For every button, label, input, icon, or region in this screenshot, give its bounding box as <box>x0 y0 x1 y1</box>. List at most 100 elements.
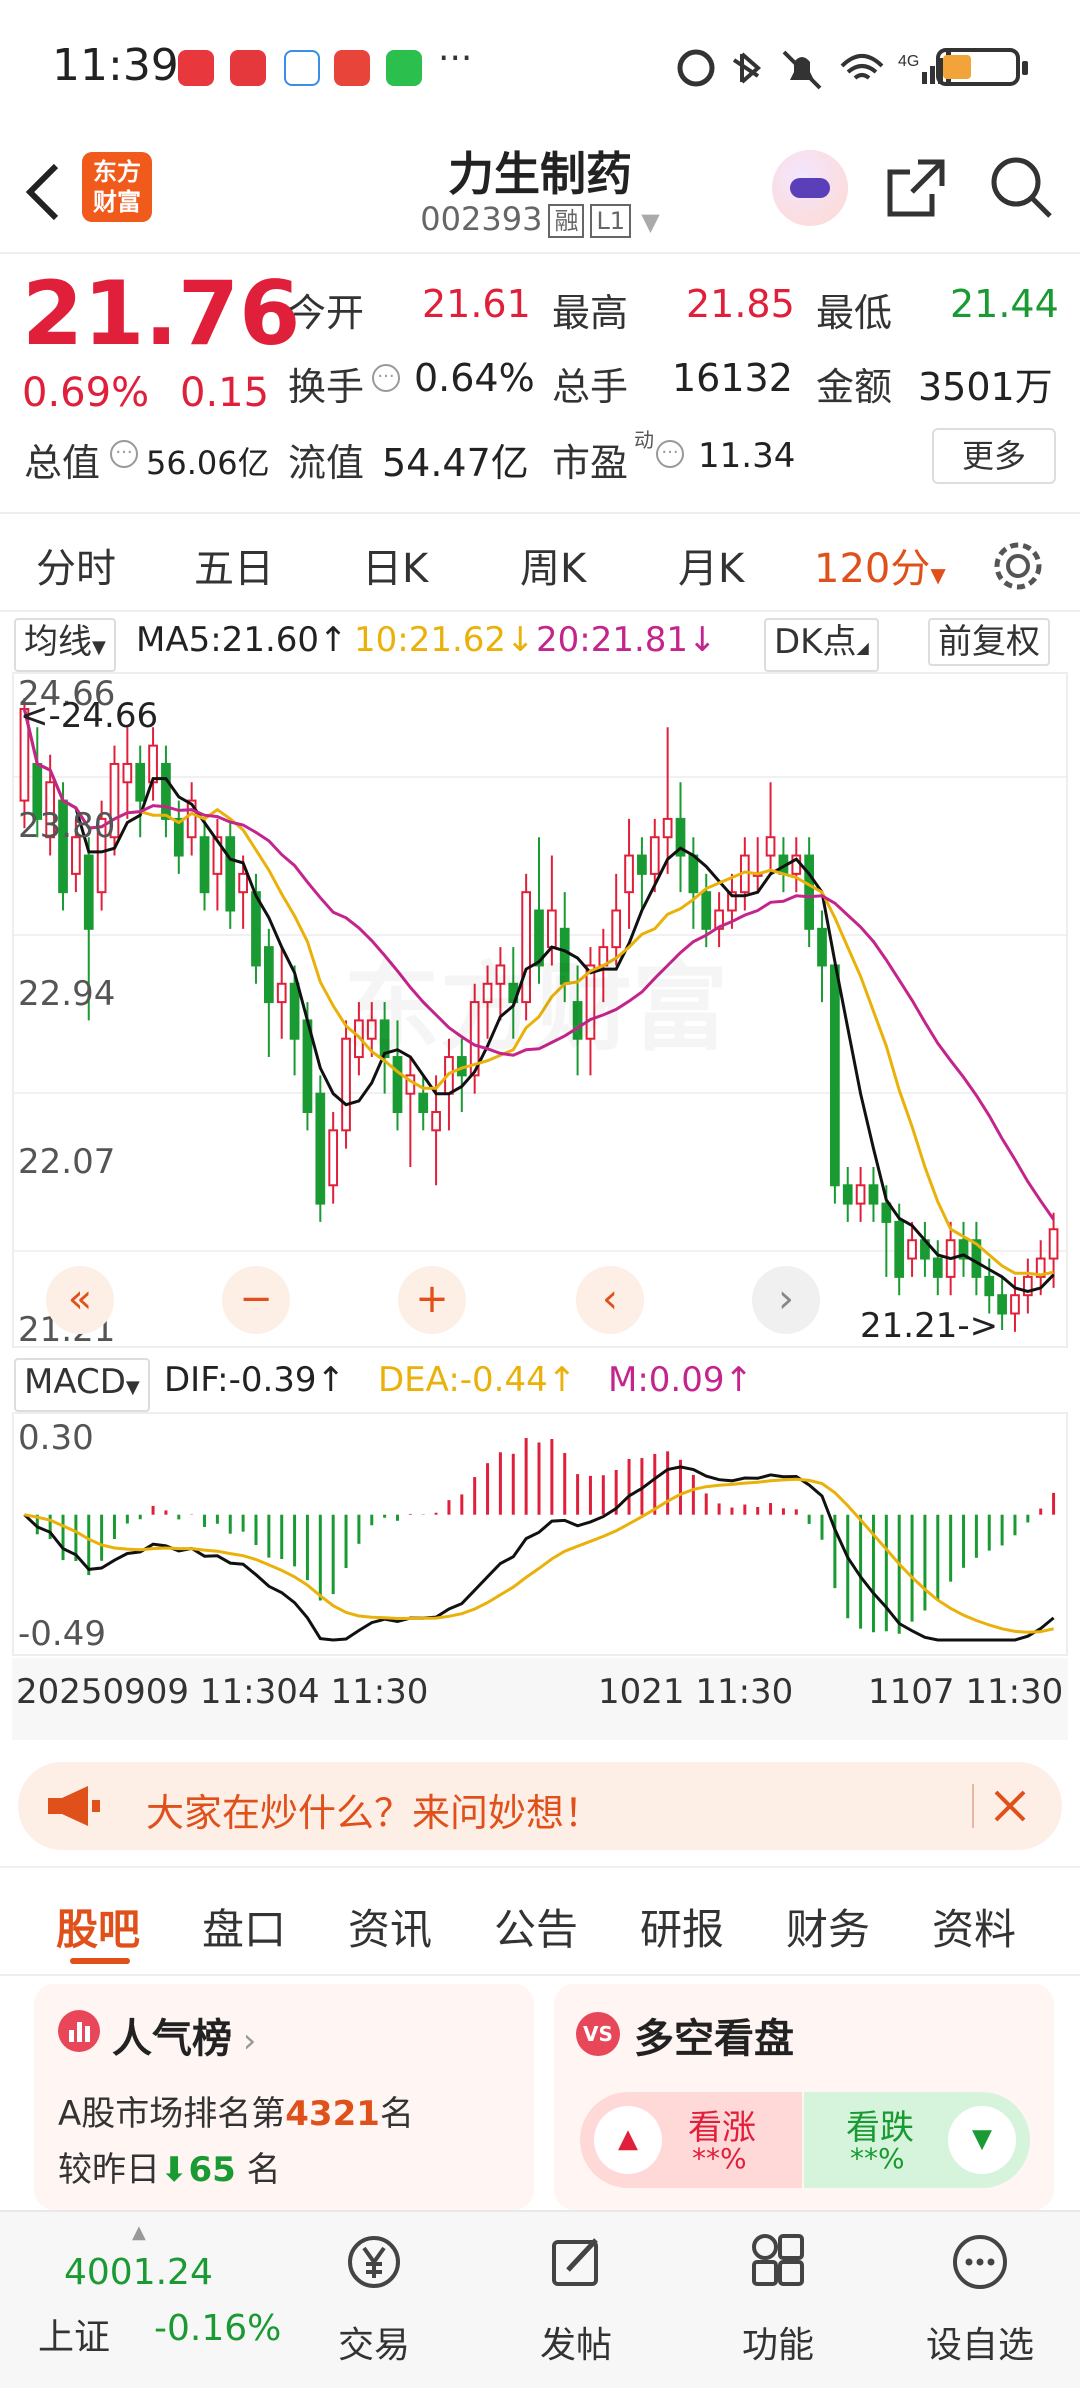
popularity-card[interactable]: 人气榜 › A股市场排名第4321名 较昨日⬇65 名 <box>34 1984 534 2210</box>
turnover-value: 0.64% <box>414 356 535 400</box>
zoom-out-button[interactable]: − <box>222 1266 290 1334</box>
candle-body <box>276 982 287 1004</box>
bluetooth-icon <box>732 52 762 84</box>
ma10-line <box>22 708 1054 1277</box>
index-value[interactable]: 4001.24 <box>64 2252 213 2293</box>
candle-body <box>534 909 544 967</box>
dropdown-icon: ▼ <box>125 1377 140 1398</box>
macd-chart[interactable]: 0.30 -0.49 <box>12 1412 1068 1656</box>
tab-monthly-k[interactable]: 月K <box>678 546 745 592</box>
dk-point-button[interactable]: DK点◢ <box>764 618 879 672</box>
ai-assistant-icon[interactable] <box>772 150 848 226</box>
tab-daily-k[interactable]: 日K <box>362 546 429 592</box>
candle-body <box>1048 1228 1059 1260</box>
bear-button[interactable]: 看跌 **% ▼ <box>804 2092 1030 2188</box>
candle-body <box>71 836 81 875</box>
candlestick-svg <box>14 698 1066 1332</box>
search-icon[interactable] <box>988 154 1056 222</box>
chevron-down-icon: ▼ <box>641 208 660 236</box>
candle-body <box>96 817 107 894</box>
candle-body <box>637 854 647 875</box>
tab-finance[interactable]: 财务 <box>786 1905 871 1954</box>
y-tick: 23.80 <box>18 806 116 846</box>
banner-text: 大家在炒什么？来问妙想！ <box>146 1791 603 1835</box>
candle-body <box>572 1001 583 1040</box>
more-button[interactable]: 更多 <box>932 428 1056 484</box>
yen-icon <box>348 2236 400 2288</box>
mktcap-label: 总值 <box>24 441 101 485</box>
candle-body <box>1035 1257 1046 1278</box>
candle-body <box>1010 1294 1020 1315</box>
x-tick: 20250909 11:30 <box>16 1672 298 1712</box>
ma-select[interactable]: 均线▼ <box>14 618 116 672</box>
info-icon[interactable]: ··· <box>110 440 138 468</box>
candle-body <box>521 891 531 1004</box>
candle-body <box>701 891 712 930</box>
x-axis: 20250909 11:30 4 11:30 1021 11:30 1107 1… <box>12 1658 1068 1740</box>
candle-body <box>817 927 827 967</box>
pan-right-button[interactable]: › <box>752 1266 820 1334</box>
stock-code-row[interactable]: 002393 融 L1 ▼ <box>0 200 1080 238</box>
dif-line <box>23 1465 1055 1642</box>
macd-y-tick: -0.49 <box>18 1614 106 1654</box>
change-amount: 0.15 <box>180 370 270 416</box>
pan-left-button[interactable]: ‹ <box>576 1266 644 1334</box>
candle-body <box>135 762 146 802</box>
tab-news[interactable]: 资讯 <box>348 1905 433 1954</box>
low-value: 21.44 <box>950 282 1059 326</box>
share-icon[interactable] <box>882 154 950 222</box>
candle-body <box>173 817 184 857</box>
candle-body <box>624 854 634 894</box>
tab-forum[interactable]: 股吧 <box>56 1905 141 1954</box>
macd-select[interactable]: MACD▼ <box>14 1358 150 1412</box>
change-percent: 0.69% <box>22 370 150 416</box>
candle-body <box>958 1239 969 1260</box>
sentiment-card[interactable]: VS 多空看盘 ▲ 看涨 **% 看跌 **% ▼ <box>554 1984 1054 2210</box>
candle-body <box>392 1056 403 1114</box>
turnover-label: 换手 <box>288 365 365 409</box>
level-tag: L1 <box>590 204 632 238</box>
candle-body <box>315 1092 326 1205</box>
candle-body <box>842 1184 853 1205</box>
adjust-button[interactable]: 前复权 <box>928 618 1050 666</box>
macd-y-tick: 0.30 <box>18 1418 94 1458</box>
eastmoney-logo[interactable]: 东方 财富 <box>82 152 152 222</box>
index-change: -0.16% <box>154 2308 282 2349</box>
more-notifications-icon: ··· <box>438 38 473 79</box>
tab-profile[interactable]: 资料 <box>932 1905 1017 1954</box>
tab-intraday[interactable]: 分时 <box>36 546 116 592</box>
tab-120min[interactable]: 120分▼ <box>814 546 946 592</box>
stock-header: 东方 财富 力生制药 002393 融 L1 ▼ <box>0 130 1080 254</box>
dea-legend: DEA:-0.44↑ <box>378 1360 577 1400</box>
jump-start-button[interactable]: « <box>46 1266 114 1334</box>
kline-period-tabs: 分时 五日 日K 周K 月K 120分▼ <box>0 512 1080 612</box>
tab-research[interactable]: 研报 <box>640 1905 725 1954</box>
tab-announcements[interactable]: 公告 <box>494 1905 579 1954</box>
gear-icon[interactable] <box>990 538 1046 594</box>
stock-code: 002393 <box>420 200 543 238</box>
macd-svg <box>23 1438 1056 1642</box>
tab-weekly-k[interactable]: 周K <box>520 546 587 592</box>
back-icon[interactable] <box>22 160 62 224</box>
zoom-in-button[interactable]: + <box>398 1266 466 1334</box>
info-icon[interactable]: ··· <box>656 440 684 468</box>
ai-banner[interactable]: 大家在炒什么？来问妙想！ <box>18 1762 1062 1850</box>
candle-body <box>765 836 776 857</box>
bull-button[interactable]: ▲ 看涨 **% <box>580 2092 802 2188</box>
status-bar: 11:39 ··· 4G <box>0 0 1080 130</box>
close-icon[interactable] <box>988 1784 1032 1828</box>
amount-value: 3501万 <box>918 365 1053 409</box>
candle-body <box>675 817 686 857</box>
tab-five-day[interactable]: 五日 <box>194 546 274 592</box>
pe-value: 11.34 <box>698 436 796 476</box>
candle-body <box>688 854 699 894</box>
candle-body <box>894 1220 905 1278</box>
float-value: 54.47亿 <box>382 441 529 485</box>
candle-body <box>122 762 133 784</box>
candle-body <box>199 836 210 894</box>
tab-order-book[interactable]: 盘口 <box>202 1905 287 1954</box>
candle-body <box>289 982 300 1040</box>
info-icon[interactable]: ··· <box>372 364 400 392</box>
ma20-line <box>22 708 1055 1221</box>
